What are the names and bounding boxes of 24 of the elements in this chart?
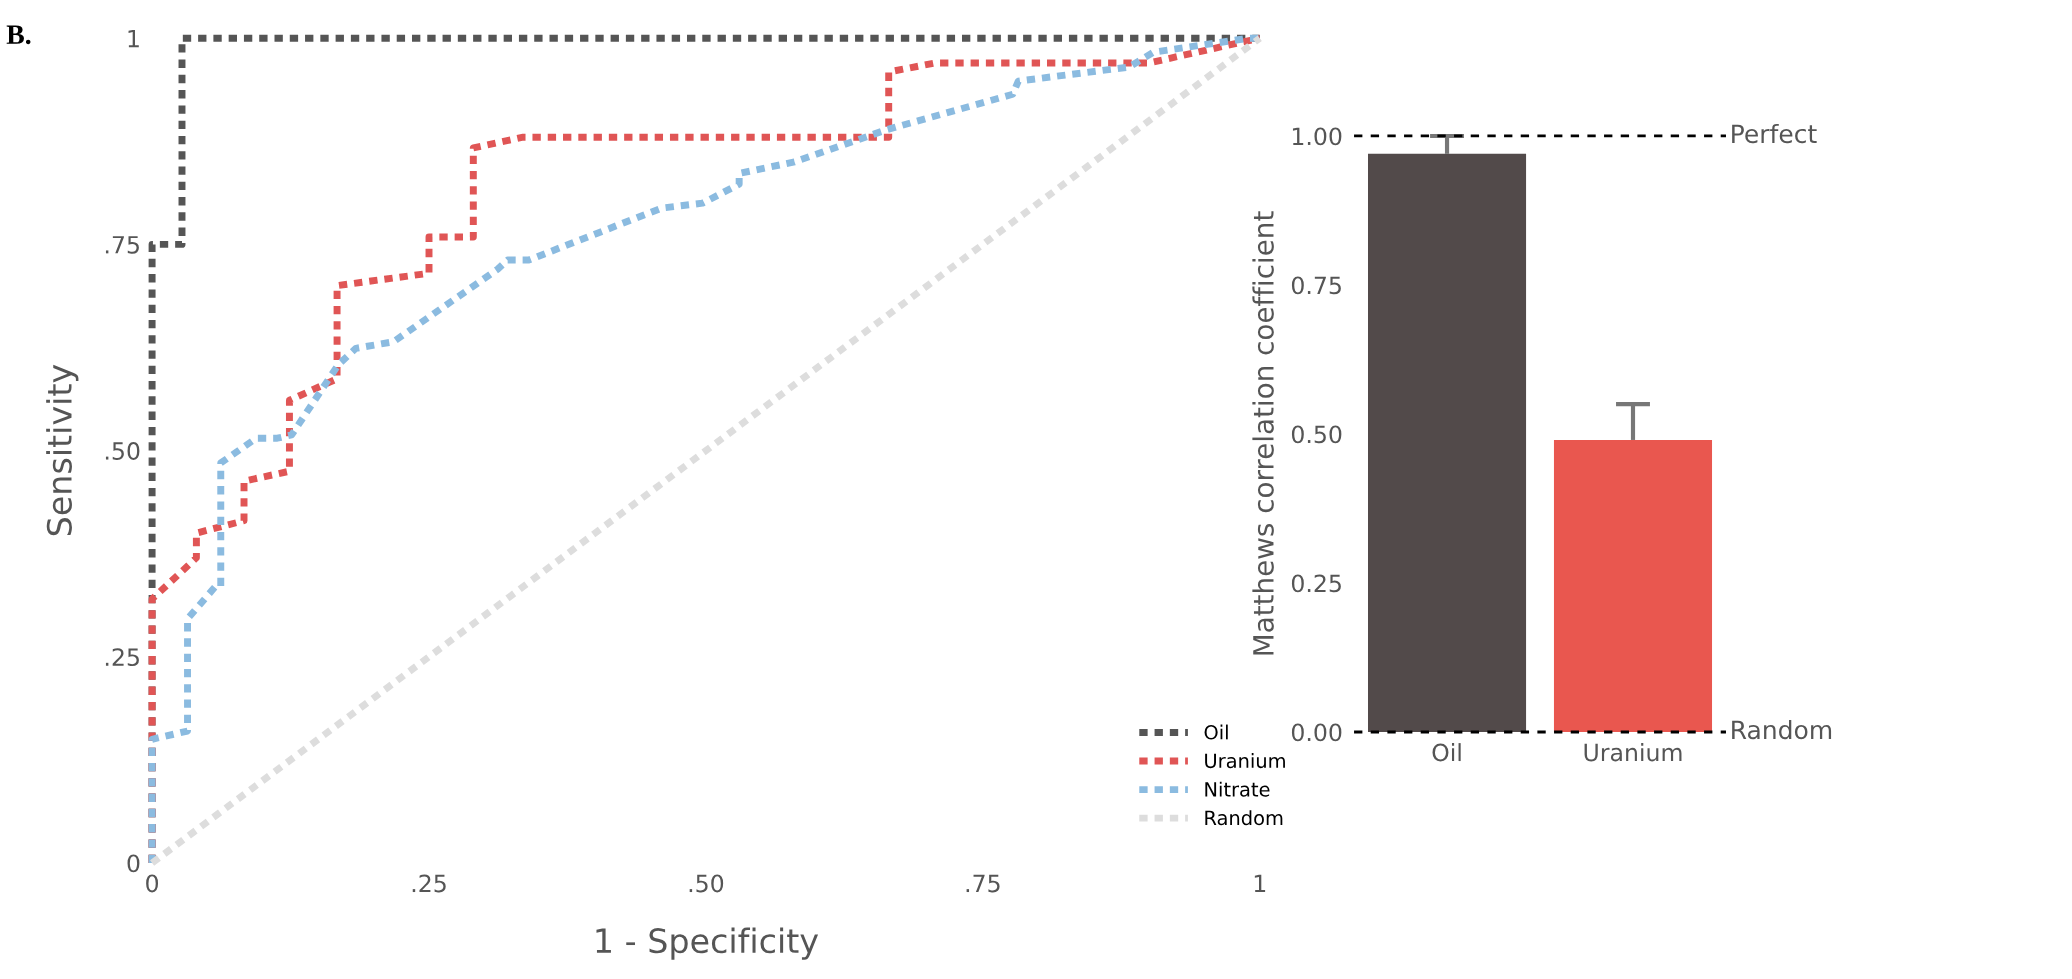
y-tick-label: 0.25	[1291, 574, 1341, 593]
y-axis-title: Matthews correlation coefficient	[1252, 211, 1274, 655]
y-tick-label: 0.00	[1291, 723, 1342, 742]
y-tick-label: 0.75	[1291, 276, 1341, 295]
y-tick-label: 1.00	[1292, 127, 1342, 146]
x-tick-label: .50	[689, 874, 724, 893]
text: B.	[6, 25, 31, 45]
y-tick-label: 0	[127, 854, 140, 873]
x-axis-title: 1 - Specificity	[596, 927, 819, 960]
y-axis-title: Sensitivity	[46, 364, 79, 536]
y-tick-label: .25	[105, 648, 139, 667]
x-tick-label: .75	[966, 874, 1000, 893]
x-tick-label: .25	[412, 874, 446, 893]
ref-line-label: Perfect	[1732, 123, 1817, 144]
ref-line-label: Random	[1732, 719, 1832, 740]
y-tick-label: 1	[128, 29, 139, 48]
x-tick-label: 0	[146, 874, 159, 893]
x-tick-label: 1	[1254, 874, 1266, 893]
legend-label: Random	[1205, 810, 1283, 826]
y-tick-label: .50	[105, 442, 140, 460]
legend-label: Oil	[1204, 724, 1228, 740]
legend-label: Nitrate	[1205, 781, 1270, 797]
y-tick-label: .75	[105, 236, 139, 254]
y-tick-label: 0.50	[1291, 425, 1342, 444]
